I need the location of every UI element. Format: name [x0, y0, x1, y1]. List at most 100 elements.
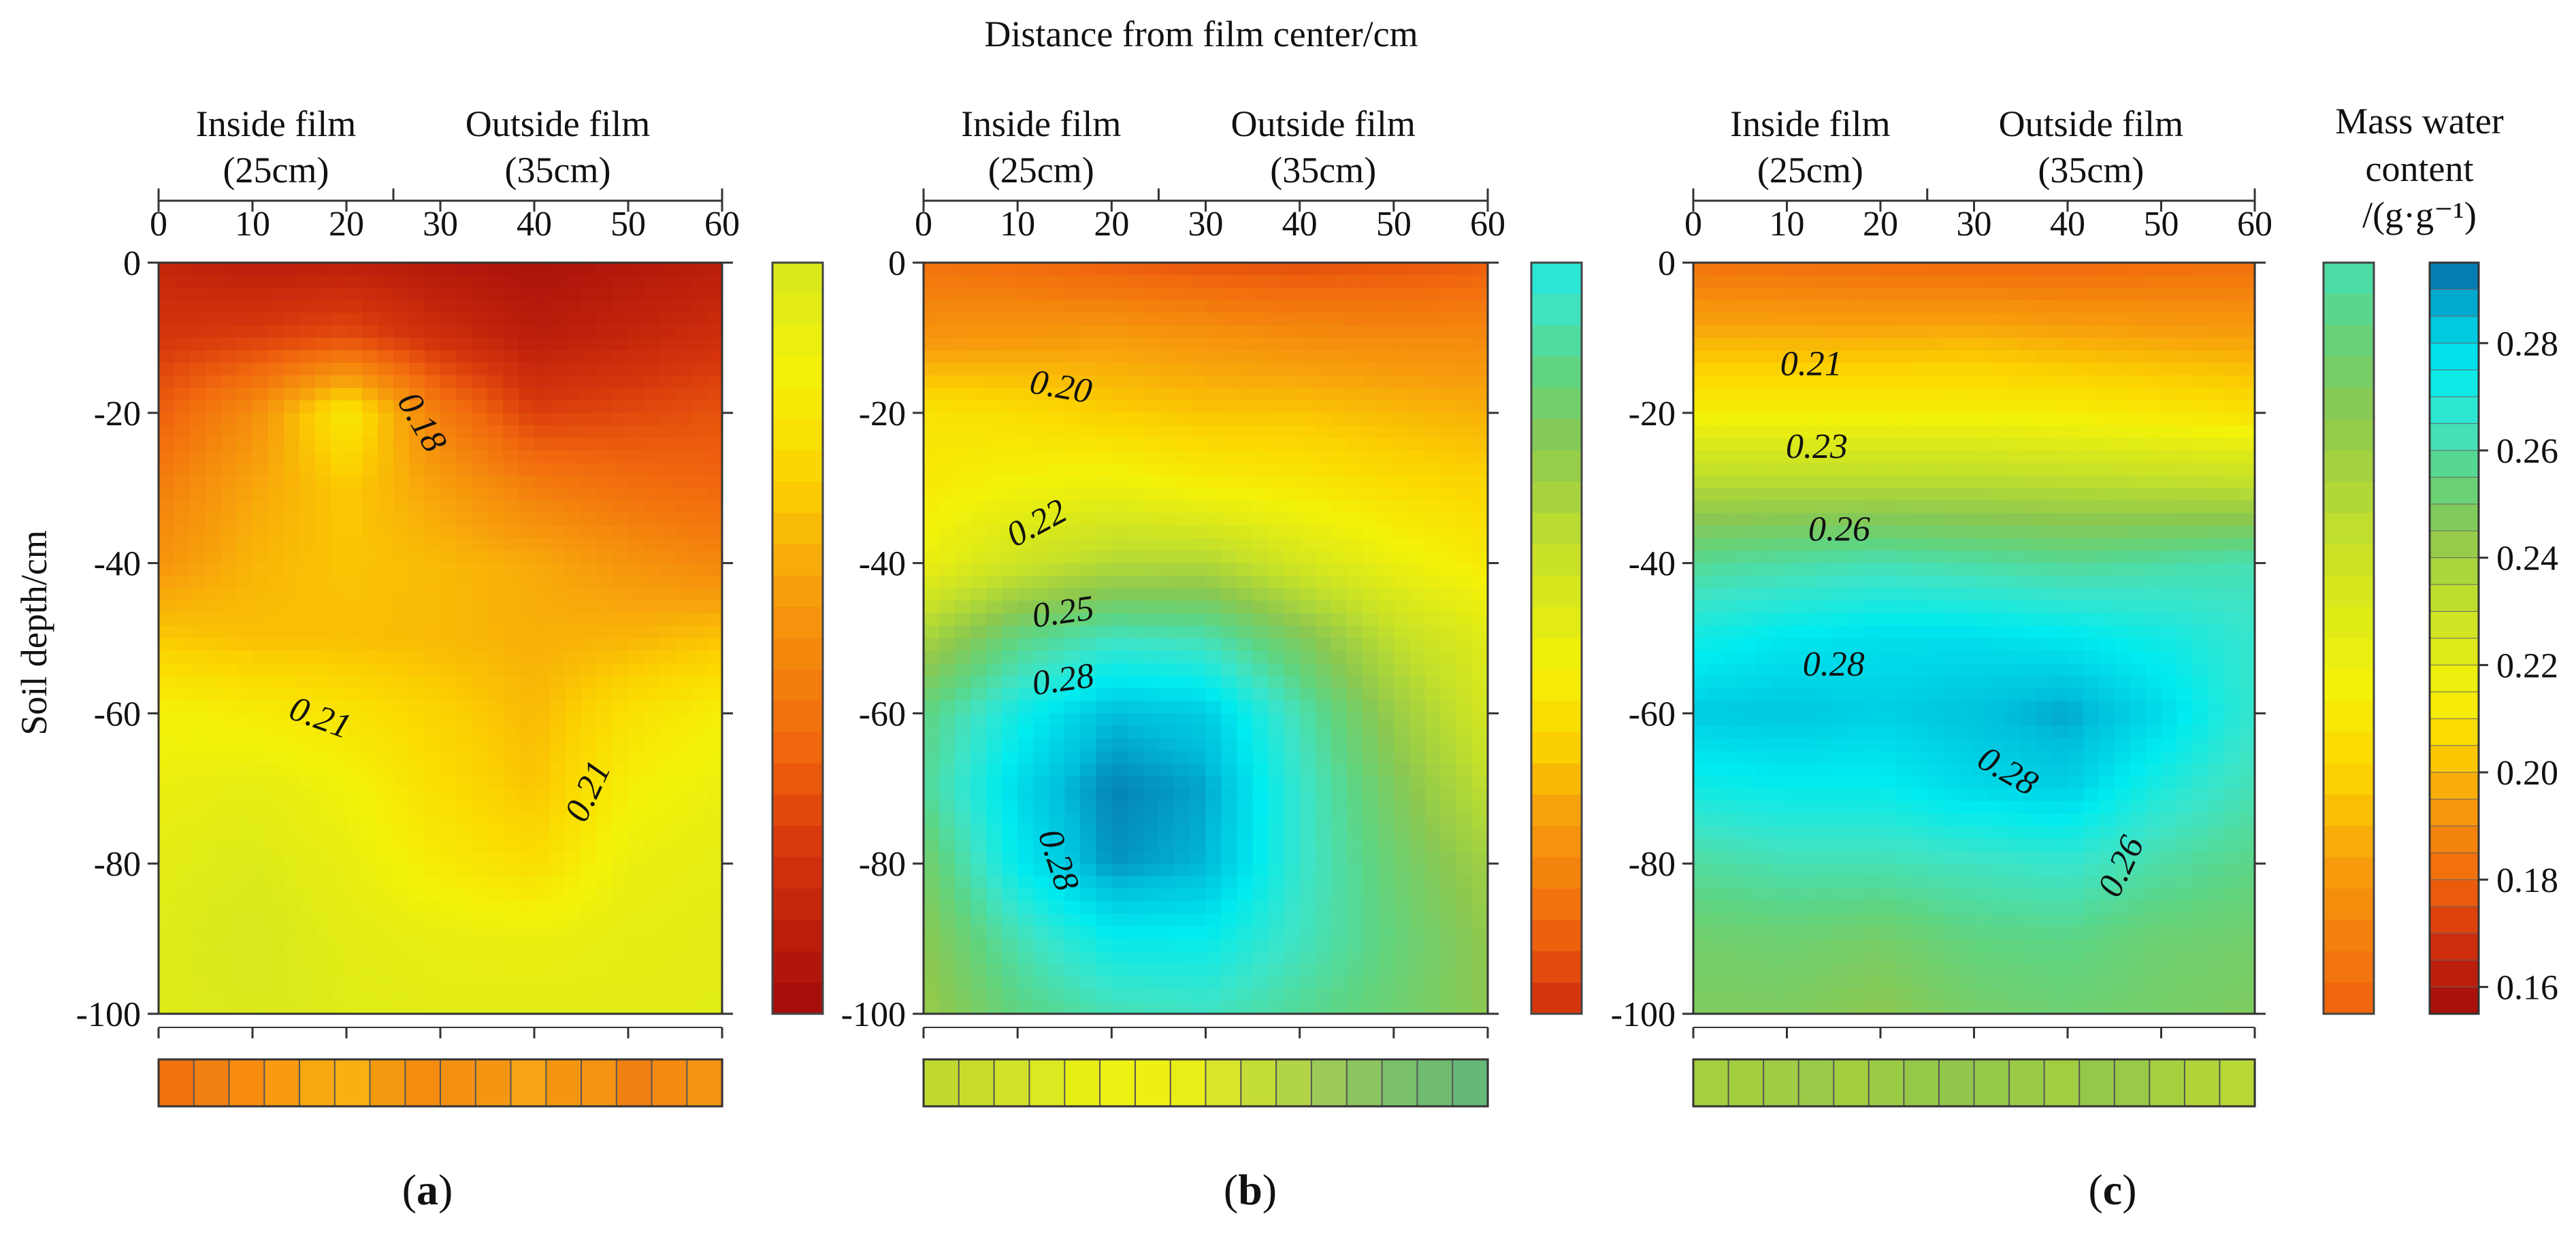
heat-cell: [1158, 287, 1175, 301]
heat-cell: [1456, 801, 1473, 814]
heat-cell: [487, 676, 504, 689]
heat-cell: [519, 976, 535, 989]
heat-cell: [1424, 275, 1441, 288]
heat-cell: [378, 963, 394, 977]
heat-cell: [1377, 275, 1395, 288]
heat-cell: [1205, 976, 1222, 989]
heat-cell: [331, 989, 347, 1002]
heat-cell: [1190, 763, 1207, 777]
heat-cell: [1880, 388, 1897, 401]
heat-cell: [1299, 838, 1316, 852]
heat-cell: [268, 475, 284, 489]
heat-cell: [1190, 400, 1207, 414]
heat-cell: [268, 375, 284, 389]
heat-cell: [613, 763, 629, 777]
heat-cell: [691, 750, 707, 764]
heat-cell: [1237, 788, 1254, 802]
heat-cell: [346, 863, 363, 877]
heat-cell: [1362, 901, 1379, 914]
heat-cell: [1315, 713, 1332, 727]
heat-cell: [1268, 513, 1285, 527]
heat-cell: [2192, 375, 2208, 389]
heat-cell: [440, 989, 457, 1002]
heat-cell: [299, 425, 316, 439]
heat-cell: [1190, 701, 1207, 714]
mini-colorbar-step: [1531, 795, 1582, 827]
heat-cell: [1393, 676, 1410, 689]
heat-cell: [1127, 863, 1144, 877]
heat-cell: [1096, 425, 1113, 439]
heat-cell: [534, 463, 551, 476]
heat-cell: [2098, 275, 2115, 288]
heat-cell: [252, 300, 269, 314]
heat-cell: [1252, 263, 1269, 276]
heat-cell: [1205, 525, 1222, 539]
heat-cell: [409, 763, 425, 777]
heat-cell: [1362, 663, 1379, 676]
heat-cell: [924, 951, 940, 965]
heat-cell: [1143, 963, 1160, 977]
heat-cell: [503, 600, 519, 614]
heat-cell: [1080, 701, 1097, 714]
heat-cell: [1064, 763, 1081, 777]
heat-cell: [971, 1001, 987, 1014]
heat-cell: [1158, 463, 1175, 476]
heat-cell: [1205, 375, 1222, 389]
heat-cell: [1299, 375, 1316, 389]
heat-cell: [1377, 788, 1395, 802]
heat-cell: [252, 625, 269, 639]
heat-cell: [1252, 913, 1269, 927]
heat-cell: [1849, 350, 1865, 363]
heat-cell: [1174, 475, 1191, 489]
heat-cell: [1787, 287, 1804, 301]
heat-cell: [362, 425, 378, 439]
heat-cell: [534, 750, 551, 764]
heat-cell: [534, 763, 551, 777]
heat-cell: [1895, 325, 1912, 339]
heat-cell: [1771, 425, 1788, 439]
heat-cell: [1158, 850, 1175, 864]
heat-cell: [1472, 275, 1488, 288]
heat-cell: [487, 563, 504, 576]
heat-cell: [284, 750, 300, 764]
heat-cell: [1409, 763, 1426, 777]
heat-cell: [955, 638, 971, 652]
heat-cell: [1064, 913, 1081, 927]
heat-cell: [2036, 350, 2053, 363]
heat-cell: [425, 312, 441, 326]
heat-cell: [472, 713, 488, 727]
heat-cell: [503, 363, 519, 376]
heat-cell: [986, 901, 1002, 914]
heat-cell: [1143, 976, 1160, 989]
heat-cell: [1096, 763, 1113, 777]
heat-cell: [1096, 375, 1113, 389]
heat-cell: [1064, 437, 1081, 451]
heat-cell: [534, 550, 551, 564]
heat-cell: [1771, 400, 1788, 414]
heat-cell: [1284, 1001, 1301, 1014]
heat-cell: [440, 563, 457, 576]
heat-cell: [1033, 913, 1049, 927]
heat-cell: [581, 713, 598, 727]
heat-cell: [955, 750, 971, 764]
heat-cell: [519, 600, 535, 614]
heat-cell: [487, 576, 504, 589]
heat-cell: [986, 563, 1002, 576]
heat-cell: [971, 788, 987, 802]
heat-cell: [1440, 500, 1457, 514]
heat-cell: [1190, 613, 1207, 627]
heat-cell: [252, 638, 269, 652]
heat-cell: [252, 525, 269, 539]
heat-cell: [456, 788, 472, 802]
heat-cell: [1424, 850, 1441, 864]
heat-cell: [331, 850, 347, 864]
heat-cell: [284, 337, 300, 351]
heat-cell: [237, 876, 253, 889]
heat-cell: [1409, 826, 1426, 840]
heat-cell: [1190, 325, 1207, 339]
heat-cell: [472, 475, 488, 489]
heat-cell: [659, 688, 676, 701]
heat-cell: [2021, 263, 2037, 276]
heat-cell: [1205, 676, 1222, 689]
heat-cell: [1958, 388, 1975, 401]
